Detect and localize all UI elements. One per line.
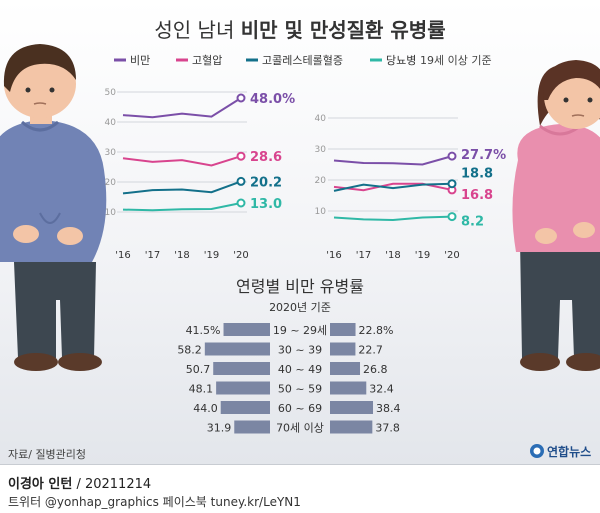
- y-tick-label: 20: [105, 178, 117, 188]
- series-line-1: [333, 182, 453, 192]
- female-value-label: 32.4: [369, 383, 394, 396]
- series-end-point-0: [236, 93, 246, 103]
- x-tick-label: '19: [204, 250, 219, 261]
- x-tick-label: '20: [233, 250, 248, 261]
- legend-label-0: 비만: [130, 54, 150, 67]
- female-bar: [330, 420, 373, 434]
- male-bar: [213, 362, 270, 375]
- title-bold: 비만 및 만성질환 유병률: [241, 18, 446, 42]
- y-tick-label: 10: [315, 207, 327, 217]
- female-value-label: 26.8: [363, 363, 388, 376]
- x-tick-label: '19: [415, 250, 430, 261]
- male-value-label: 44.0: [193, 402, 218, 415]
- female-line-chart: 10 20 30 40 '16 '17 '18 '19 '20 27.7% 16.8 18.8 8.2: [315, 114, 507, 261]
- series-end-label-0: 27.7%: [461, 148, 506, 163]
- female-bar: [330, 323, 356, 336]
- social-line: 트위터 @yonhap_graphics 페이스북 tuney.kr/LeYN1: [8, 495, 301, 509]
- x-tick-label: '17: [356, 250, 371, 261]
- series-line-3: [122, 202, 242, 212]
- male-bar: [220, 401, 270, 414]
- male-value-label: 58.2: [177, 344, 202, 357]
- age-group-label: 19 ~ 29세: [273, 324, 327, 337]
- female-value-label: 22.8%: [359, 324, 394, 337]
- bar-chart-title: 연령별 비만 유병률: [236, 277, 364, 296]
- y-tick-label: 30: [315, 145, 327, 155]
- x-tick-label: '20: [444, 250, 459, 261]
- series-end-point-2: [236, 176, 246, 186]
- series-end-label-3: 8.2: [461, 215, 484, 230]
- series-line-0: [122, 97, 242, 119]
- age-group-label: 70세 이상: [276, 422, 324, 435]
- y-tick-label: 20: [315, 176, 327, 186]
- female-bar: [330, 342, 356, 356]
- male-value-label: 48.1: [189, 383, 214, 396]
- legend-label-3: 당뇨병: [386, 54, 416, 67]
- female-value-label: 37.8: [375, 422, 400, 435]
- series-line-2: [122, 180, 242, 195]
- female-value-label: 38.4: [376, 402, 401, 415]
- y-tick-label: 40: [315, 114, 327, 124]
- series-line-1: [122, 155, 242, 167]
- footer: 이경아 인턴 / 20211214 트위터 @yonhap_graphics 페…: [0, 464, 600, 513]
- male-bar: [204, 342, 270, 356]
- series-end-point-3: [236, 198, 246, 208]
- title-light: 성인 남녀: [154, 18, 234, 42]
- series-end-label-3: 13.0: [250, 197, 282, 212]
- male-bar: [223, 323, 270, 336]
- y-tick-label: 10: [105, 208, 117, 218]
- series-end-label-2: 20.2: [250, 175, 282, 190]
- series-line-3: [333, 215, 453, 221]
- source-note: 자료/ 질병관리청: [8, 448, 86, 461]
- x-tick-label: '18: [174, 250, 189, 261]
- series-end-label-1: 16.8: [461, 188, 493, 203]
- chart-canvas: 성인 남녀 비만 및 만성질환 유병률 비만 고혈압 고콜레스테롤혈증 당뇨병 19세…: [0, 0, 600, 464]
- x-tick-label: '16: [115, 250, 130, 261]
- male-value-label: 41.5%: [186, 324, 221, 337]
- female-value-label: 22.7: [358, 344, 383, 357]
- male-bar: [216, 381, 270, 395]
- male-figure-illustration: [0, 44, 107, 371]
- age-note: 19세 이상 기준: [420, 54, 492, 67]
- x-tick-label: '17: [145, 250, 160, 261]
- bar-chart-subtitle: 2020년 기준: [269, 301, 331, 314]
- legend-label-2: 고콜레스테롤혈증: [262, 53, 343, 67]
- credit-name: 이경아 인턴: [8, 477, 73, 492]
- series-end-point-1: [236, 151, 246, 161]
- title: 성인 남녀 비만 및 만성질환 유병률: [154, 18, 445, 42]
- legend: 비만 고혈압 고콜레스테롤혈증 당뇨병: [114, 53, 416, 67]
- female-figure-illustration: [512, 60, 600, 371]
- female-bar: [330, 401, 374, 414]
- x-tick-label: '18: [385, 250, 400, 261]
- series-line-0: [333, 155, 453, 166]
- male-line-chart: 10 20 30 40 50 '16 '17 '18 '19 '20 48.0% 28.6 20.2 13…: [105, 88, 296, 261]
- female-bar: [330, 381, 367, 395]
- age-group-label: 60 ~ 69: [278, 402, 322, 415]
- age-group-label: 30 ~ 39: [278, 344, 322, 357]
- male-bar: [234, 420, 270, 434]
- logo-text: 연합뉴스: [547, 444, 591, 459]
- age-group-label: 40 ~ 49: [278, 363, 322, 376]
- series-end-label-0: 48.0%: [250, 92, 295, 107]
- age-bar-chart: 19 ~ 29세 41.5% 22.8% 30 ~ 39 58.2 22.7 40 ~ 49…: [177, 323, 401, 435]
- legend-label-1: 고혈압: [192, 53, 222, 67]
- yonhap-logo: 연합뉴스: [530, 444, 591, 459]
- series-line-2: [333, 182, 453, 192]
- male-value-label: 31.9: [207, 422, 232, 435]
- y-tick-label: 40: [105, 118, 117, 128]
- y-tick-label: 50: [105, 88, 117, 98]
- series-end-point-0: [447, 151, 457, 161]
- series-end-point-2: [447, 179, 457, 189]
- credit-line: 이경아 인턴 / 20211214: [8, 473, 151, 492]
- age-group-label: 50 ~ 59: [278, 383, 322, 396]
- series-end-label-1: 28.6: [250, 150, 282, 165]
- series-end-label-2: 18.8: [461, 167, 493, 182]
- credit-date: / 20211214: [72, 477, 152, 492]
- series-end-point-3: [447, 212, 457, 222]
- x-tick-label: '16: [326, 250, 341, 261]
- female-bar: [330, 362, 361, 375]
- y-tick-label: 30: [105, 148, 117, 158]
- male-value-label: 50.7: [186, 363, 211, 376]
